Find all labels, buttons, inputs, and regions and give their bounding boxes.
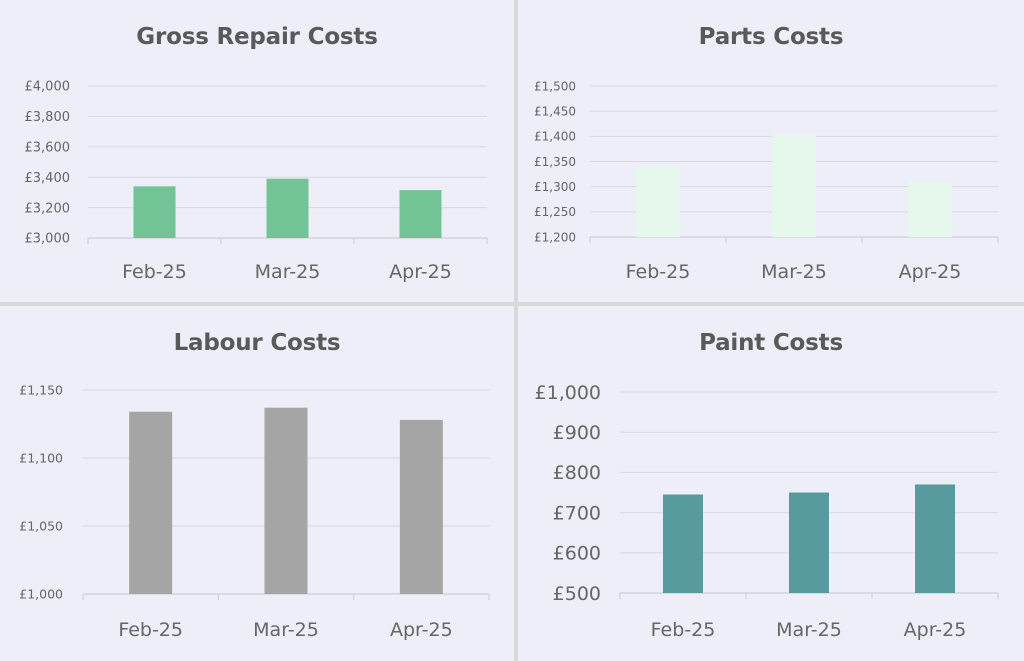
x-category-label: Mar-25 [255, 261, 321, 283]
bar-apr-25 [908, 181, 952, 237]
bar-apr-25 [915, 484, 955, 593]
x-category-label: Apr-25 [389, 261, 452, 283]
chart-svg: £1,200 £1,250 £1,300 £1,350 £1,400 £1,450 £1,5… [534, 79, 999, 283]
bar-feb-25 [129, 411, 173, 594]
chart-title: Paint Costs [699, 330, 843, 356]
y-tick-label: £3,600 [25, 140, 71, 155]
x-category-label: Apr-25 [899, 261, 962, 283]
y-tick-label: £1,050 [19, 519, 63, 534]
y-tick-label: £1,250 [534, 205, 576, 219]
x-category-label: Feb-25 [626, 261, 691, 283]
y-tick-label: £3,400 [25, 171, 71, 186]
x-category-label: Mar-25 [761, 261, 827, 283]
y-tick-label: £1,350 [534, 155, 576, 169]
y-tick-label: £3,200 [25, 201, 71, 216]
bar-mar-25 [266, 178, 309, 238]
chart-title: Parts Costs [698, 24, 844, 50]
bar-apr-25 [399, 419, 443, 594]
x-category-label: Mar-25 [776, 619, 842, 641]
chart-title: Gross Repair Costs [136, 24, 378, 50]
y-tick-label: £3,800 [25, 110, 71, 125]
x-category-label: Mar-25 [253, 619, 319, 641]
chart-panel-parts: Parts Costs £1,200 £1,250 £1,300 £1,350 £1,4… [518, 0, 1024, 302]
bar-feb-25 [663, 494, 703, 593]
y-tick-label: £1,100 [19, 451, 63, 466]
x-category-label: Feb-25 [122, 261, 187, 283]
y-tick-label: £1,450 [534, 104, 576, 118]
y-tick-label: £1,500 [534, 79, 576, 93]
y-tick-label: £1,150 [19, 383, 63, 398]
bar-mar-25 [789, 492, 829, 593]
x-category-label: Feb-25 [118, 619, 183, 641]
y-tick-label: £3,000 [25, 232, 71, 247]
chart-title: Labour Costs [173, 330, 341, 356]
y-tick-label: £800 [553, 462, 601, 484]
bar-apr-25 [399, 190, 442, 238]
bar-feb-25 [133, 186, 176, 238]
chart-svg: £3,000 £3,200 £3,400 £3,600 £3,800 £4,000 Feb-… [25, 80, 488, 283]
y-tick-label: £1,000 [535, 382, 601, 404]
x-category-label: Feb-25 [651, 619, 716, 641]
chart-panel-gross-repair: Gross Repair Costs £3,000 £3,200 £3,400 £3,… [0, 0, 514, 302]
chart-panel-labour: Labour Costs £1,000 £1,050 £1,100 £1,150 Feb… [0, 306, 514, 661]
y-tick-label: £700 [553, 502, 601, 524]
y-tick-label: £1,200 [534, 230, 576, 244]
x-category-label: Apr-25 [904, 619, 967, 641]
bar-mar-25 [264, 407, 308, 594]
chart-svg: £500 £600 £700 £800 £900 £1,000 Feb-25 Mar-25 Ap… [535, 382, 999, 641]
bar-mar-25 [772, 135, 816, 237]
y-tick-label: £1,400 [534, 130, 576, 144]
y-tick-label: £900 [553, 422, 601, 444]
chart-svg: £1,000 £1,050 £1,100 £1,150 Feb-25 Mar-25 Apr-… [19, 383, 490, 641]
y-tick-label: £500 [553, 583, 601, 605]
y-tick-label: £1,000 [19, 587, 63, 602]
bar-feb-25 [636, 166, 680, 237]
y-tick-label: £600 [553, 543, 601, 565]
chart-panel-paint: Paint Costs £500 £600 £700 £800 £900 £1,000 Fe… [518, 306, 1024, 661]
y-tick-label: £4,000 [25, 80, 71, 95]
x-category-label: Apr-25 [390, 619, 453, 641]
y-tick-label: £1,300 [534, 180, 576, 194]
